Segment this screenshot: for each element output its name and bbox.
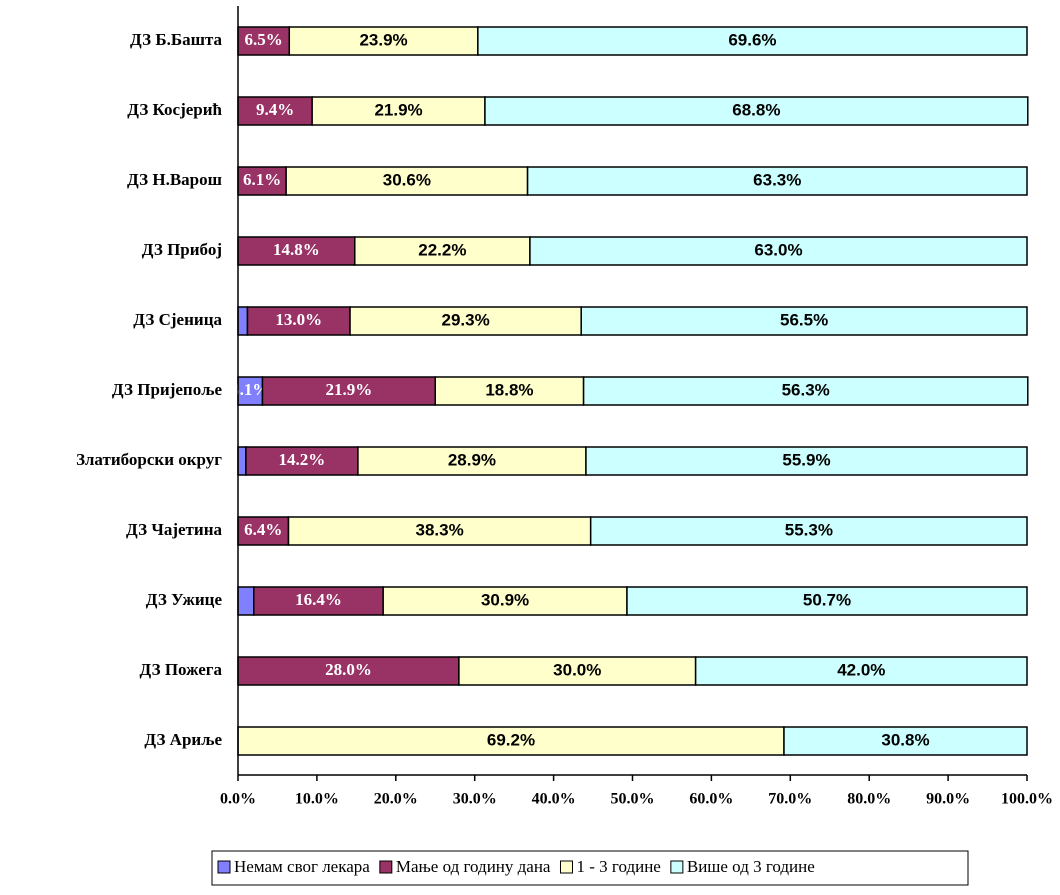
data-label: 30.9%	[481, 590, 529, 609]
data-label: 50.7%	[803, 590, 851, 609]
data-label: 30.0%	[553, 660, 601, 679]
bar-segment	[237, 446, 247, 476]
legend-box	[211, 850, 969, 886]
data-label: 56.3%	[782, 380, 830, 399]
bar-segment	[526, 166, 1028, 196]
data-label: 6.4%	[244, 520, 282, 539]
bar-segment	[285, 166, 529, 196]
data-label: 14.8%	[273, 240, 320, 259]
data-label: 14.2%	[279, 450, 326, 469]
x-tick-label: 80.0%	[847, 791, 891, 808]
data-label: 21.9%	[374, 100, 422, 119]
bar-segment	[589, 516, 1028, 546]
legend-swatch	[559, 860, 573, 874]
bar-segment	[626, 586, 1028, 616]
data-label: 63.0%	[754, 240, 802, 259]
bar-segment	[237, 166, 287, 196]
x-tick-label: 20.0%	[374, 791, 418, 808]
x-tick-label: 100.0%	[1001, 791, 1053, 808]
bar-segment	[349, 306, 582, 336]
data-label: 55.3%	[785, 520, 833, 539]
data-label: 22.2%	[418, 240, 466, 259]
category-label: ДЗ Пријепоље	[112, 380, 223, 399]
legend-swatch	[670, 860, 684, 874]
bar-segment	[694, 656, 1028, 686]
x-tick-label: 10.0%	[295, 791, 339, 808]
category-label: Златиборски округ	[76, 450, 222, 469]
data-label: 29.3%	[442, 310, 490, 329]
data-label: 30.8%	[881, 730, 929, 749]
x-tick-label: 0.0%	[220, 791, 256, 808]
data-label: 16.4%	[295, 590, 342, 609]
data-label: 3.1%	[231, 380, 269, 399]
category-label: ДЗ Пожега	[139, 660, 222, 679]
data-label: 56.5%	[780, 310, 828, 329]
bar-segment	[288, 26, 479, 56]
bar-segment	[585, 446, 1028, 476]
bar-segment	[311, 96, 486, 126]
x-tick-label: 30.0%	[453, 791, 497, 808]
x-tick-label: 40.0%	[532, 791, 576, 808]
data-label: 30.6%	[383, 170, 431, 189]
bar-segment	[458, 656, 697, 686]
x-tick-label: 90.0%	[926, 791, 970, 808]
data-label: 13.0%	[275, 310, 322, 329]
bar-segment	[237, 306, 249, 336]
category-label: ДЗ Б.Башта	[130, 30, 222, 49]
bar-segment	[580, 306, 1028, 336]
bar-segment	[237, 726, 785, 756]
bar-segment	[237, 586, 255, 616]
data-label: 23.9%	[359, 30, 407, 49]
bar-segment	[484, 96, 1029, 126]
category-label: ДЗ Ужице	[146, 590, 223, 609]
data-label: 28.9%	[448, 450, 496, 469]
legend-label: Мање од годину дана	[396, 857, 551, 876]
category-label: ДЗ Косјерић	[127, 100, 222, 119]
category-label: ДЗ Н.Варош	[127, 170, 222, 189]
bar-segment	[582, 376, 1029, 406]
data-label: 55.9%	[782, 450, 830, 469]
legend-swatch	[379, 860, 393, 874]
data-label: 69.6%	[728, 30, 776, 49]
data-label: 68.8%	[732, 100, 780, 119]
bar-segment	[382, 586, 628, 616]
data-label: 63.3%	[753, 170, 801, 189]
data-label: 6.5%	[245, 30, 283, 49]
legend-swatch	[217, 860, 231, 874]
data-label: 28.0%	[325, 660, 372, 679]
category-label: ДЗ Прибој	[142, 240, 222, 259]
bar-segment	[529, 236, 1028, 266]
data-label: 9.4%	[256, 100, 294, 119]
data-label: 21.9%	[325, 380, 372, 399]
category-label: ДЗ Сјеница	[133, 310, 222, 329]
data-label: 42.0%	[837, 660, 885, 679]
data-label: 6.1%	[243, 170, 281, 189]
bar-segment	[783, 726, 1028, 756]
legend-label: Немам свог лекара	[234, 857, 370, 876]
legend-label: Више од 3 године	[687, 857, 815, 876]
data-label: 38.3%	[415, 520, 463, 539]
bar-segment	[237, 656, 460, 686]
bar-segment	[477, 26, 1028, 56]
bar-segment	[287, 516, 592, 546]
category-label: ДЗ Чајетина	[126, 520, 222, 539]
data-label: 69.2%	[487, 730, 535, 749]
category-label: ДЗ Ариље	[144, 730, 222, 749]
bar-segment	[434, 376, 585, 406]
x-tick-label: 50.0%	[611, 791, 655, 808]
data-label: 18.8%	[485, 380, 533, 399]
bar-segment	[246, 306, 351, 336]
legend-label: 1 - 3 године	[576, 857, 660, 876]
x-tick-label: 70.0%	[768, 791, 812, 808]
x-tick-label: 60.0%	[689, 791, 733, 808]
